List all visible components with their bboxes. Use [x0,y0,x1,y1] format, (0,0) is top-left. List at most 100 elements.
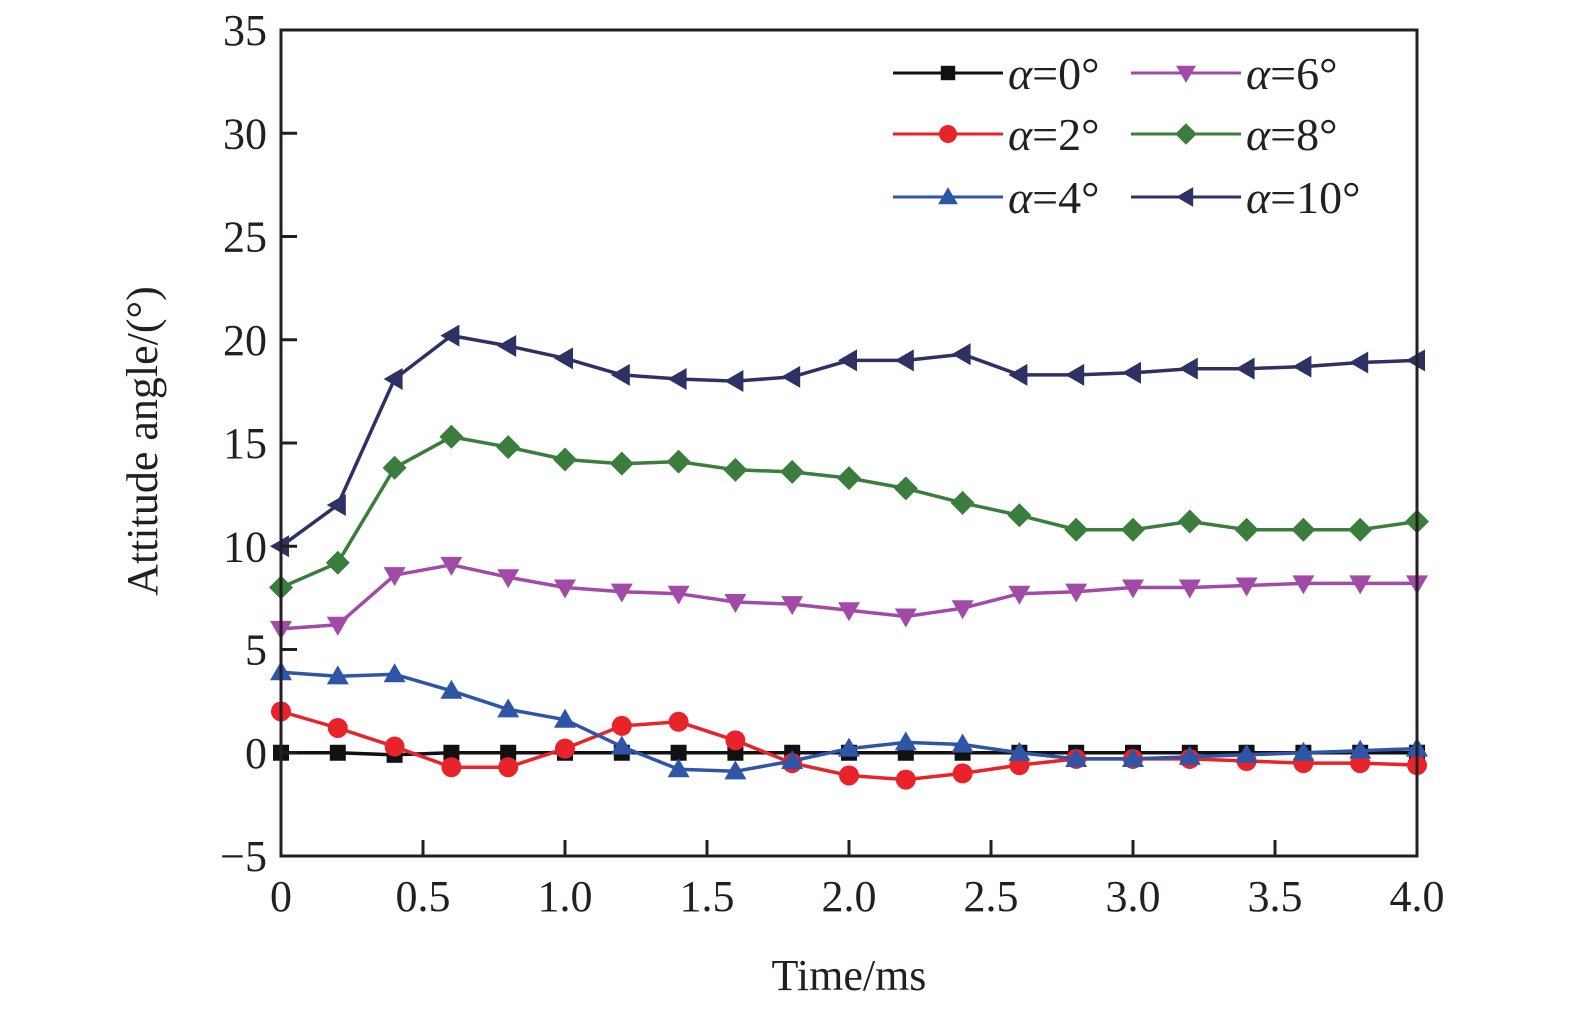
data-point [1121,517,1145,542]
data-point [1349,575,1372,595]
data-point [670,744,687,761]
data-point [440,679,463,699]
legend-value: =10° [1270,172,1360,223]
data-point [1007,503,1032,528]
data-point [1177,509,1202,534]
legend-label: α=8° [1246,109,1338,160]
data-point [439,424,464,449]
data-point [326,665,349,685]
legend-label: α=4° [1008,172,1100,223]
data-point [441,757,462,778]
x-tick-label: 2.5 [964,872,1019,921]
data-point [724,370,744,393]
y-tick-label: 15 [223,419,267,468]
x-tick-label: 1.5 [680,872,735,921]
data-point [384,736,405,757]
legend-symbol: α [1246,48,1271,99]
data-point [610,583,633,603]
legend-item: α=4° [893,172,1100,223]
data-point [667,585,690,605]
y-tick-label: 10 [223,522,267,571]
data-point [1008,363,1028,386]
data-point [1292,355,1312,378]
data-point [724,594,747,614]
data-point [497,698,520,718]
legend-marker-icon [1176,187,1194,207]
legend-label: α=6° [1246,48,1338,99]
data-point [894,349,914,372]
data-point [894,731,917,751]
data-point [1235,743,1258,763]
data-point [781,365,801,388]
legend-value: =4° [1032,172,1099,223]
data-point [326,616,349,636]
data-point [895,769,916,790]
data-point [1008,741,1031,761]
data-point [440,556,463,576]
data-point [668,711,689,732]
data-point [838,602,860,622]
data-point [329,744,346,761]
data-point [500,744,517,761]
data-point [383,367,403,390]
series-2-deg [271,701,1427,790]
data-point [1065,747,1088,767]
data-point [325,550,350,575]
data-point [667,758,690,778]
x-tick-label: 2.0 [822,872,877,921]
data-point [725,730,746,751]
series-6-deg [270,556,1428,640]
legend-label: α=2° [1008,109,1100,160]
data-point [553,447,577,472]
y-tick-label: 0 [245,729,267,778]
data-point [382,455,407,480]
legend-marker-icon [938,187,958,205]
legend: α=0°α=2°α=4°α=6°α=8°α=10° [893,48,1361,223]
legend-value: =8° [1270,109,1337,160]
data-point [383,663,406,683]
y-tick-label: 35 [223,6,267,55]
series-4-deg [270,661,1428,780]
legend-label: α=0° [1008,48,1100,99]
data-point [1122,579,1144,599]
legend-symbol: α [1008,109,1033,160]
series-8-deg [269,424,1429,600]
y-tick-label: 25 [223,213,267,262]
data-point [1065,363,1085,386]
legend-value: =0° [1032,48,1099,99]
data-point [1348,517,1373,542]
data-point [554,579,576,599]
x-tick-label: 0.5 [396,872,451,921]
data-point [780,459,805,484]
legend-value: =2° [1032,109,1099,160]
data-point [609,451,634,476]
data-point [554,708,576,728]
data-point [1178,357,1198,380]
data-point [610,735,633,755]
data-point [1235,577,1258,597]
data-point [1234,517,1259,542]
y-tick-label: 20 [223,316,267,365]
data-point [894,608,917,628]
data-point [1122,361,1141,384]
data-point [724,760,747,780]
axes-layer: 0 0.5 1.0 1.5 2.0 2.5 3.0 3.5 4.0−50510152025303… [220,6,1444,921]
legend-symbol: α [1246,109,1271,160]
legend-symbol: α [1008,48,1033,99]
data-point [1122,747,1144,767]
data-point [498,757,519,778]
x-tick-label: 3.5 [1248,872,1303,921]
legend-item: α=6° [1131,48,1338,99]
legend-item: α=10° [1131,172,1361,223]
data-point [496,435,521,460]
data-point [497,334,517,357]
series-10-deg [270,324,1425,558]
data-point [497,569,520,589]
data-point [893,476,918,501]
data-point [1349,351,1369,374]
data-point [1292,575,1315,595]
legend-item: α=2° [893,109,1100,160]
x-tick-label: 3.0 [1106,872,1161,921]
data-point [950,490,975,515]
